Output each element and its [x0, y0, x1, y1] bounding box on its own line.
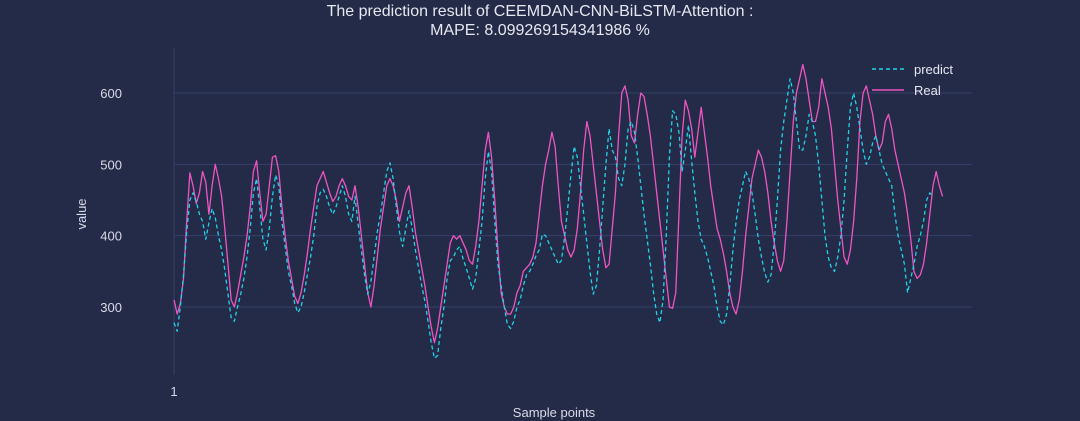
- grid-lines: [173, 48, 972, 375]
- y-tick-label: 300: [100, 300, 122, 315]
- series-line-real: [173, 63, 944, 344]
- y-axis-title: value: [74, 198, 89, 229]
- x-tick-label: 1: [170, 384, 177, 399]
- x-tick-labels: 1: [170, 384, 177, 399]
- y-tick-label: 500: [100, 157, 122, 172]
- y-tick-label: 600: [100, 86, 122, 101]
- legend: predict Real: [872, 62, 953, 98]
- y-tick-label: 400: [100, 229, 122, 244]
- series-line-predict: [173, 78, 934, 360]
- chart-subtitle: MAPE: 8.099269154341986 %: [430, 22, 650, 39]
- legend-real-label: Real: [914, 83, 941, 98]
- x-axis-title: Sample points: [513, 405, 596, 420]
- chart-title: The prediction result of CEEMDAN-CNN-BiL…: [327, 3, 754, 20]
- legend-predict-label: predict: [914, 62, 953, 77]
- y-tick-labels: 300 400 500 600: [100, 86, 122, 315]
- series-lines: [173, 63, 944, 360]
